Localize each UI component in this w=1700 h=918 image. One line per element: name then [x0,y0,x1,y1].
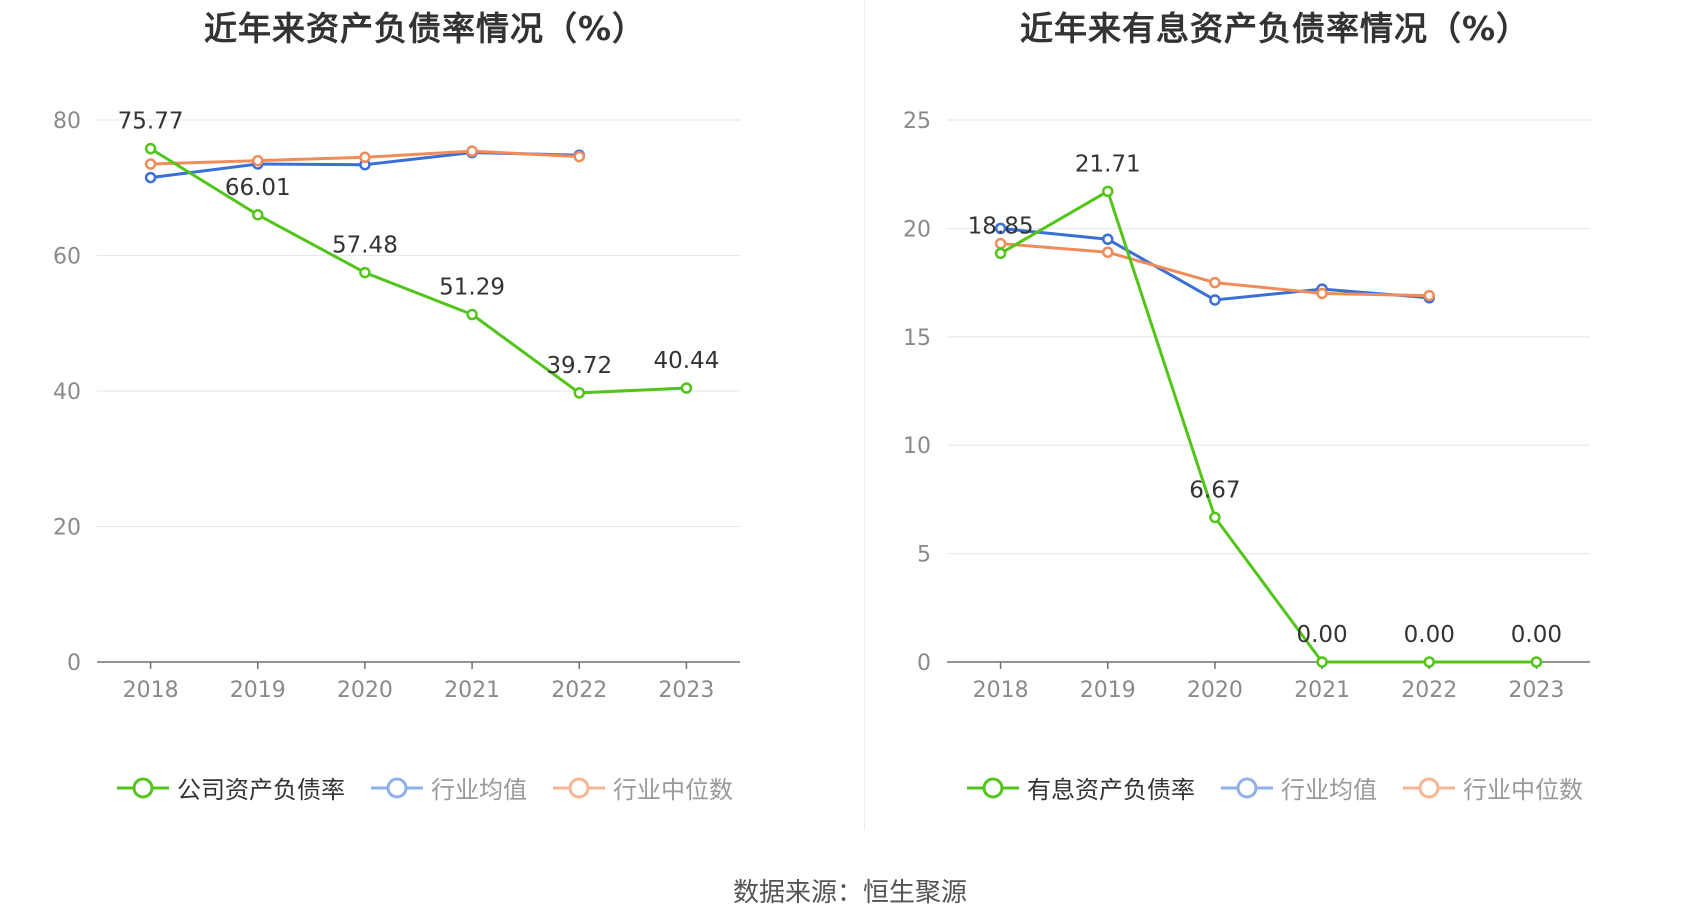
data-point[interactable] [1209,276,1221,289]
x-tick-label: 2023 [1508,678,1564,703]
legend-line-icon [1221,777,1273,798]
x-tick-label: 2022 [1401,678,1457,703]
data-point[interactable] [1209,511,1221,524]
x-tick-label: 2019 [1080,678,1136,703]
legend-item-company[interactable]: 有息资产负债率 [967,770,1195,805]
data-point[interactable] [1530,656,1543,668]
data-point[interactable] [144,158,157,170]
x-tick-label: 2019 [230,678,286,703]
y-tick-label: 10 [903,434,931,459]
data-point[interactable] [1209,294,1221,306]
x-tick-label: 2023 [658,678,714,703]
series-line [1000,226,1430,302]
data-point[interactable] [144,142,157,155]
data-point[interactable] [994,222,1007,235]
legend-item-industry-median[interactable]: 行业中位数 [1403,770,1583,805]
y-tick-label: 20 [903,217,931,242]
data-label: 40.44 [653,348,719,374]
legend-line-icon [371,777,423,798]
data-label: 66.01 [225,175,291,201]
x-tick-label: 2018 [123,678,179,703]
x-tick-label: 2020 [1187,678,1243,703]
y-tick-label: 60 [53,245,81,270]
data-point[interactable] [252,154,264,167]
y-tick-label: 20 [53,516,81,541]
data-label: 57.48 [332,233,398,259]
legend: 有息资产负债率 行业均值 行业中位数 [850,770,1700,805]
x-tick-label: 2021 [1294,678,1350,703]
data-label: 6.67 [1189,477,1240,503]
y-tick-label: 0 [917,651,931,676]
data-point[interactable] [1102,185,1114,198]
y-tick-label: 5 [917,543,931,568]
data-point[interactable] [1316,656,1328,668]
legend-item-industry-mean[interactable]: 行业均值 [1221,770,1377,805]
data-label: 75.77 [118,109,184,135]
legend-label: 行业均值 [431,776,527,804]
data-point[interactable] [1102,233,1114,245]
chart-title: 近年来资产负债率情况（%） [203,9,647,48]
data-label: 39.72 [546,353,612,379]
data-label: 18.85 [968,213,1034,239]
legend-label: 有息资产负债率 [1027,776,1195,804]
data-label: 21.71 [1075,151,1141,177]
legend-label: 行业中位数 [1463,776,1583,804]
panel-divider [864,0,865,830]
data-point[interactable] [994,237,1007,250]
legend-line-icon [553,777,605,798]
data-point[interactable] [573,387,585,399]
x-tick-label: 2022 [551,678,607,703]
y-tick-label: 0 [67,651,81,676]
data-point[interactable] [359,266,371,279]
legend-label: 行业均值 [1281,776,1377,804]
y-tick-label: 15 [903,326,931,351]
legend: 公司资产负债率 行业均值 行业中位数 [0,770,850,805]
legend-line-icon [967,777,1019,798]
legend-label: 行业中位数 [613,776,733,804]
data-point[interactable] [1102,246,1114,258]
y-tick-label: 80 [53,109,81,134]
data-point[interactable] [1423,289,1435,302]
data-point[interactable] [1316,287,1328,300]
legend-line-icon [117,777,169,798]
y-tick-label: 40 [53,380,81,405]
data-point[interactable] [466,145,478,157]
data-point[interactable] [994,247,1007,260]
y-tick-label: 25 [903,109,931,134]
data-label: 0.00 [1296,622,1347,648]
chart-panel-asset-liability: 近年来资产负债率情况（%） 0 20 40 60 80 2018 2019 2020 2021 2… [0,0,850,830]
x-tick-label: 2020 [337,678,393,703]
data-point[interactable] [1423,656,1435,668]
source-note: 数据来源：恒生聚源 [732,878,967,908]
chart-title: 近年来有息资产负债率情况（%） [1019,9,1531,48]
legend-item-industry-mean[interactable]: 行业均值 [371,770,527,805]
plot-area: 0 20 40 60 80 2018 2019 2020 2021 2022 2023 75.77 66… [53,109,740,703]
legend-item-industry-median[interactable]: 行业中位数 [553,770,733,805]
data-label: 0.00 [1511,622,1562,648]
data-point[interactable] [252,209,264,221]
series-line [999,189,1537,664]
data-point[interactable] [680,382,693,394]
x-tick-label: 2018 [973,678,1029,703]
x-tick-label: 2021 [444,678,500,703]
legend-label: 公司资产负债率 [177,776,345,804]
data-point[interactable] [466,308,478,321]
legend-line-icon [1403,777,1455,798]
data-point[interactable] [359,151,371,164]
data-point[interactable] [573,150,585,163]
series-line [149,147,687,395]
data-point[interactable] [144,171,157,184]
data-label: 51.29 [439,275,505,301]
chart-panel-interest-bearing: 近年来有息资产负债率情况（%） 0 5 10 15 20 25 2018 2019 2020 20… [850,0,1700,830]
legend-item-company[interactable]: 公司资产负债率 [117,770,345,805]
plot-area: 0 5 10 15 20 25 2018 2019 2020 2021 2022 2023 18.85 2… [903,109,1590,703]
data-label: 0.00 [1404,622,1455,648]
